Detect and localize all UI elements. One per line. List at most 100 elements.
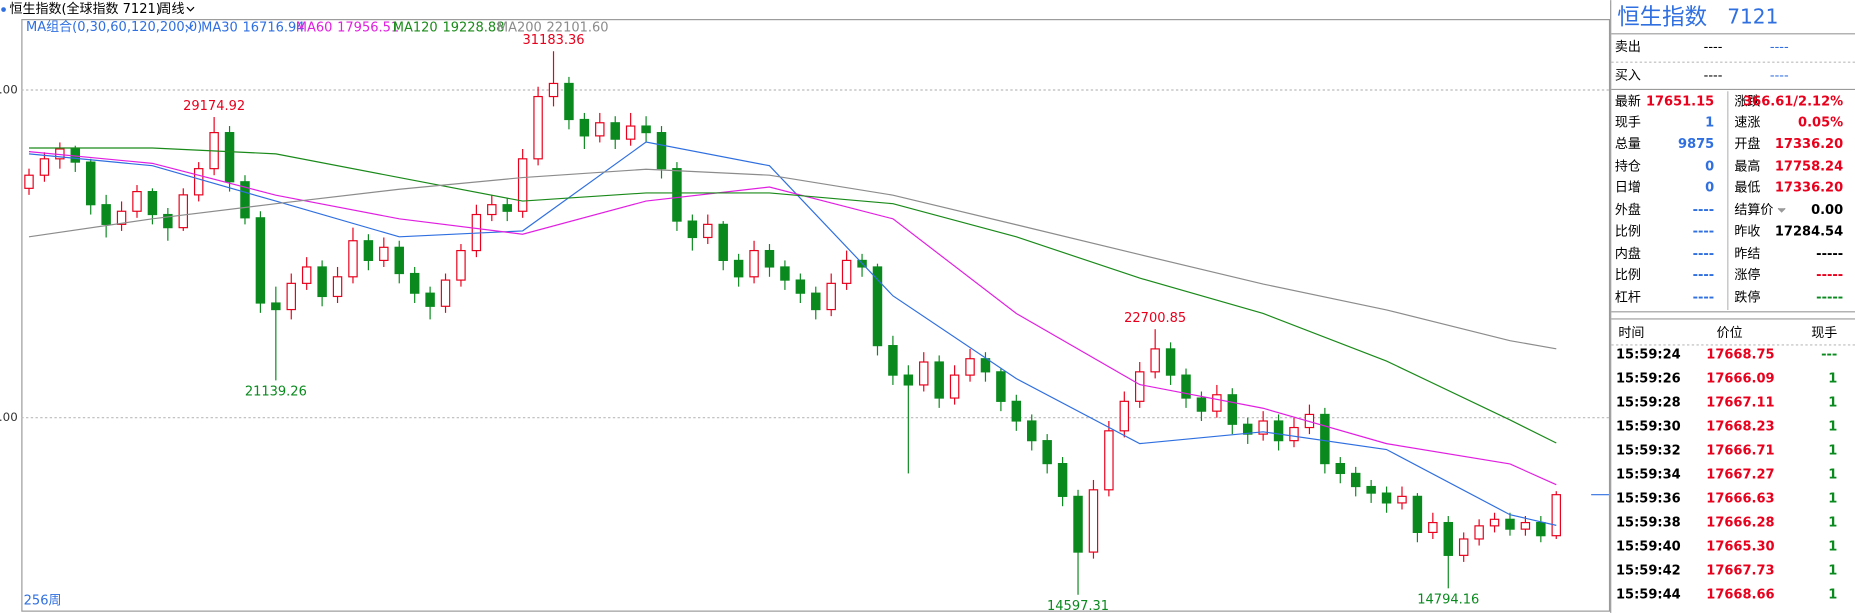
trade-header: 价位 — [1717, 326, 1743, 341]
candle-body — [178, 194, 189, 229]
trade-price: 17668.66 — [1706, 588, 1774, 603]
trade-volume: 1 — [1828, 516, 1837, 531]
chevron[interactable] — [1777, 207, 1786, 213]
candle-body — [1119, 400, 1130, 432]
trade-volume: 1 — [1828, 540, 1837, 555]
candle-body — [1350, 472, 1361, 488]
panel-code: 7121 — [1727, 4, 1778, 28]
candle-body — [332, 276, 343, 298]
candle-body — [1289, 426, 1299, 442]
book-price: ---- — [1704, 40, 1723, 55]
stat-label: 涨跌 — [1734, 93, 1760, 109]
candle-body — [1273, 420, 1284, 442]
ma-group[interactable]: MA组合(0,30,60,120,200,0) — [26, 20, 202, 35]
legend-entry: MA60 17956.51 — [296, 20, 399, 35]
y-tick-label: 30000.00 — [0, 83, 18, 97]
candle-body — [1443, 521, 1454, 556]
candle-body — [1489, 518, 1500, 527]
legend-entry: MA30 16716.94 — [201, 20, 304, 35]
candle-body — [39, 158, 50, 176]
stat-value: 0 — [1705, 159, 1714, 174]
trade-time: 15:59:30 — [1616, 420, 1681, 435]
indicator-dot — [1, 7, 6, 12]
candle-body — [163, 213, 173, 229]
stat-label: 跌停 — [1734, 290, 1760, 306]
candle-body — [872, 266, 883, 347]
ma-line — [28, 151, 1557, 486]
trade-time: 15:59:34 — [1616, 468, 1681, 483]
candle-body — [1196, 397, 1207, 412]
candle-body — [687, 220, 698, 239]
stat-label: 速涨 — [1734, 116, 1760, 131]
stat-label: 比例 — [1615, 224, 1641, 239]
candle-body — [1088, 489, 1099, 553]
trade-volume: --- — [1821, 348, 1837, 363]
chevron[interactable] — [185, 24, 194, 30]
candle-body — [934, 361, 944, 399]
extreme-label: 14794.16 — [1417, 593, 1479, 608]
stat-label: 最低 — [1734, 181, 1760, 196]
stat-label: 昨收 — [1734, 224, 1760, 239]
candle-body — [116, 210, 127, 225]
trade-time: 15:59:32 — [1616, 444, 1681, 459]
candle-body — [533, 95, 543, 160]
candle-body — [1212, 394, 1222, 412]
trade-time: 15:59:44 — [1616, 588, 1681, 603]
candle-body — [1227, 394, 1238, 425]
candle-body — [502, 204, 512, 212]
instrument-title: 恒生指数(全球指数 7121) — [9, 1, 160, 17]
extreme-label: 14597.31 — [1047, 599, 1109, 613]
candle-body — [1320, 413, 1330, 465]
candle-body — [363, 240, 374, 262]
stat-value: 17651.15 — [1646, 94, 1714, 109]
candle-body — [1135, 371, 1145, 402]
candle-body — [965, 358, 975, 376]
candle-body — [456, 249, 466, 281]
candle-body — [749, 249, 759, 278]
candle-body — [733, 259, 744, 278]
candle-body — [764, 249, 775, 268]
candle-body — [1150, 348, 1160, 373]
trade-volume: 1 — [1828, 588, 1837, 603]
stat-value: ---- — [1693, 291, 1715, 306]
ma-line — [28, 168, 1557, 350]
candle-body — [1458, 538, 1469, 556]
candle-body — [672, 168, 682, 222]
candle-body — [1073, 495, 1083, 553]
trade-time: 15:59:24 — [1616, 348, 1681, 363]
stat-label: 开盘 — [1734, 136, 1760, 152]
candle-body — [1505, 518, 1515, 530]
candle-body — [595, 122, 605, 137]
trade-volume: 1 — [1828, 444, 1837, 459]
quote-panel: 恒生指数 7121 卖出 ---- ----买入 ---- ----最新 17651.15… — [1611, 4, 1855, 603]
stat-label: 结算价 — [1734, 203, 1773, 218]
chevron[interactable] — [186, 6, 195, 12]
candle-body — [795, 279, 806, 294]
candle-body — [1536, 521, 1546, 537]
stat-value: ---- — [1693, 224, 1715, 239]
candle-body — [996, 371, 1006, 402]
trade-volume: 1 — [1828, 420, 1837, 435]
candle-body — [132, 191, 142, 212]
candle-body — [1397, 495, 1407, 504]
period-selector[interactable]: 周线 — [159, 2, 185, 17]
candle-body — [394, 246, 404, 275]
stat-value: ---- — [1693, 203, 1715, 218]
stat-value: 17284.54 — [1775, 224, 1843, 239]
candle-body — [919, 361, 929, 386]
candle-body — [949, 374, 960, 399]
stat-value: 17336.20 — [1775, 181, 1843, 196]
stat-value: 9875 — [1678, 137, 1714, 152]
candle-body — [193, 168, 204, 196]
candle-body — [888, 345, 898, 376]
candle-body — [224, 132, 235, 183]
candle-body — [240, 181, 250, 219]
stat-label: 持仓 — [1615, 159, 1641, 174]
trade-price: 17666.09 — [1706, 372, 1774, 387]
chart-layer: 20000.00 30000.00 29174.92 31183.36 21139.26… — [0, 20, 1609, 613]
trade-price: 17667.27 — [1706, 468, 1774, 483]
candle-body — [1027, 420, 1037, 442]
candle-body — [255, 217, 266, 304]
stat-label: 总量 — [1615, 137, 1641, 152]
